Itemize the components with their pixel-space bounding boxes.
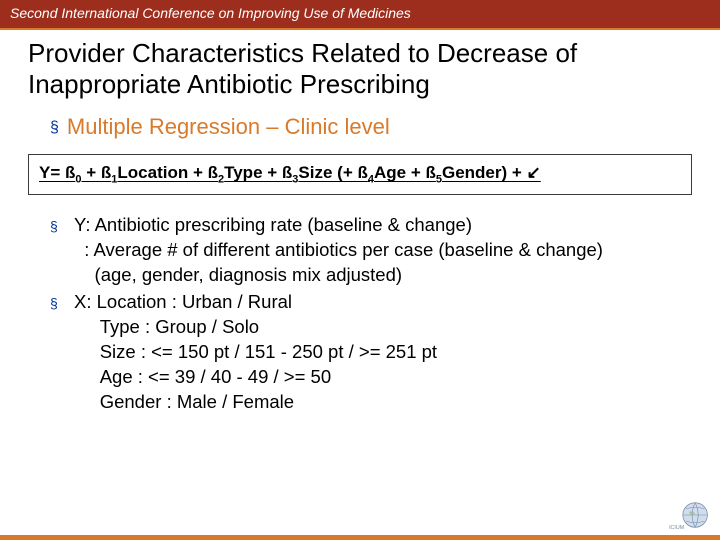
subheading: § Multiple Regression – Clinic level	[50, 114, 692, 140]
x-age: Age : <= 39 / 40 - 49 / >= 50	[74, 365, 692, 390]
footer-accent-line	[0, 535, 720, 540]
regression-equation: Y= ß0 + ß1Location + ß2Type + ß3Size (+ …	[28, 154, 692, 194]
conference-header: Second International Conference on Impro…	[0, 0, 720, 28]
conference-title: Second International Conference on Impro…	[10, 5, 411, 21]
x-gender: Gender : Male / Female	[74, 390, 692, 415]
bullet-icon: §	[50, 290, 64, 415]
x-location: X: Location : Urban / Rural	[74, 290, 692, 315]
x-size: Size : <= 150 pt / 151 - 250 pt / >= 251…	[74, 340, 692, 365]
y-line-3: (age, gender, diagnosis mix adjusted)	[74, 263, 692, 288]
y-line-2: : Average # of different antibiotics per…	[74, 238, 692, 263]
y-definition: § Y: Antibiotic prescribing rate (baseli…	[50, 213, 692, 288]
y-line-1: Y: Antibiotic prescribing rate (baseline…	[74, 213, 692, 238]
bullet-icon: §	[50, 213, 64, 288]
slide-content: Provider Characteristics Related to Decr…	[0, 30, 720, 415]
svg-text:ICIUM: ICIUM	[669, 525, 685, 531]
bullet-icon: §	[50, 119, 59, 136]
x-definition: § X: Location : Urban / Rural Type : Gro…	[50, 290, 692, 415]
subheading-text: Multiple Regression – Clinic level	[67, 114, 390, 139]
conference-logo-icon: ICIUM	[666, 498, 712, 532]
slide-title: Provider Characteristics Related to Decr…	[28, 38, 692, 100]
definitions: § Y: Antibiotic prescribing rate (baseli…	[50, 213, 692, 415]
x-type: Type : Group / Solo	[74, 315, 692, 340]
